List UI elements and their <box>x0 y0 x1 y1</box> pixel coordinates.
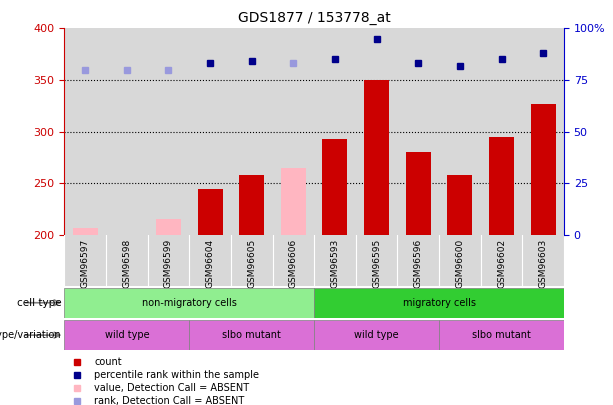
Text: slbo mutant: slbo mutant <box>472 330 531 340</box>
Bar <box>447 175 473 235</box>
Bar <box>64 320 189 350</box>
Bar <box>64 235 106 286</box>
Bar <box>156 220 181 235</box>
Text: rank, Detection Call = ABSENT: rank, Detection Call = ABSENT <box>94 396 245 405</box>
Bar <box>197 190 223 235</box>
Bar <box>356 28 397 235</box>
Bar <box>273 235 314 286</box>
Text: count: count <box>94 357 122 367</box>
Bar <box>231 235 273 286</box>
Text: GSM96604: GSM96604 <box>205 239 215 288</box>
Text: cell type: cell type <box>17 298 61 308</box>
Bar <box>189 320 314 350</box>
Bar <box>189 235 231 286</box>
Bar <box>106 235 148 286</box>
Bar <box>281 168 306 235</box>
Text: GSM96603: GSM96603 <box>539 239 547 288</box>
Title: GDS1877 / 153778_at: GDS1877 / 153778_at <box>238 11 390 25</box>
Bar <box>273 28 314 235</box>
Text: GSM96598: GSM96598 <box>123 239 131 288</box>
Text: GSM96599: GSM96599 <box>164 239 173 288</box>
Bar <box>239 175 264 235</box>
Bar <box>406 152 431 235</box>
Text: migratory cells: migratory cells <box>403 298 476 308</box>
Bar <box>64 288 314 318</box>
Bar <box>481 235 522 286</box>
Text: non-migratory cells: non-migratory cells <box>142 298 237 308</box>
Text: wild type: wild type <box>104 330 149 340</box>
Bar <box>314 320 439 350</box>
Text: slbo mutant: slbo mutant <box>223 330 281 340</box>
Bar <box>106 28 148 235</box>
Text: wild type: wild type <box>354 330 399 340</box>
Text: GSM96597: GSM96597 <box>81 239 89 288</box>
Text: GSM96602: GSM96602 <box>497 239 506 288</box>
Text: GSM96593: GSM96593 <box>330 239 340 288</box>
Bar <box>439 28 481 235</box>
Bar <box>322 139 348 235</box>
Bar <box>397 235 439 286</box>
Text: genotype/variation: genotype/variation <box>0 330 61 340</box>
Bar <box>189 28 231 235</box>
Bar <box>522 28 564 235</box>
Bar <box>439 235 481 286</box>
Bar <box>148 235 189 286</box>
Bar <box>531 104 555 235</box>
Bar <box>397 28 439 235</box>
Bar <box>364 80 389 235</box>
Bar <box>148 28 189 235</box>
Bar <box>314 288 564 318</box>
Text: GSM96605: GSM96605 <box>247 239 256 288</box>
Text: value, Detection Call = ABSENT: value, Detection Call = ABSENT <box>94 383 249 393</box>
Bar <box>314 235 356 286</box>
Bar <box>64 28 106 235</box>
Text: GSM96596: GSM96596 <box>414 239 423 288</box>
Text: GSM96606: GSM96606 <box>289 239 298 288</box>
Bar <box>356 235 397 286</box>
Text: GSM96600: GSM96600 <box>455 239 465 288</box>
Bar <box>489 137 514 235</box>
Text: GSM96595: GSM96595 <box>372 239 381 288</box>
Bar <box>439 320 564 350</box>
Bar <box>314 28 356 235</box>
Bar <box>522 235 564 286</box>
Text: percentile rank within the sample: percentile rank within the sample <box>94 370 259 380</box>
Bar <box>231 28 273 235</box>
Bar <box>73 228 97 235</box>
Bar <box>481 28 522 235</box>
